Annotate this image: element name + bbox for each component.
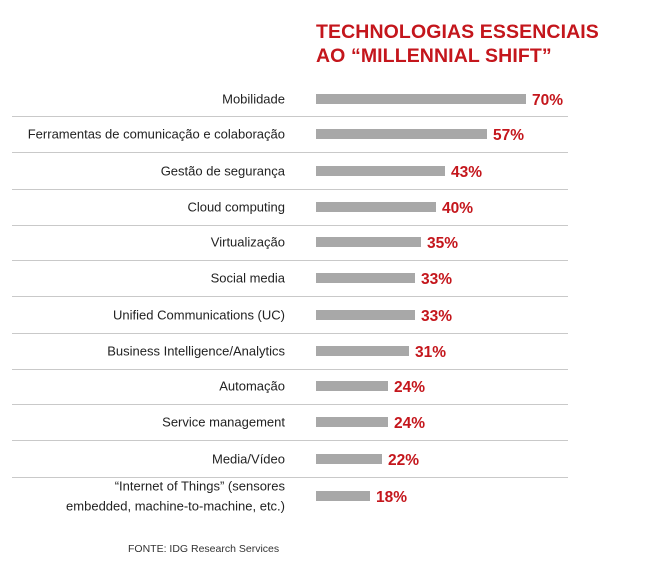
category-label: Virtualização [211,235,285,250]
category-label-line: embedded, machine-to-machine, etc.) [66,499,285,514]
value-label: 33% [421,308,452,325]
bar [316,94,526,104]
category-label-line: Unified Communications (UC) [113,308,285,323]
value-label: 70% [532,92,563,109]
chart-title-line-2: AO “MILLENNIAL SHIFT” [316,45,552,67]
value-label: 40% [442,200,473,217]
chart-title-line-1: TECHNOLOGIAS ESSENCIAIS [316,21,599,43]
bar [316,454,382,464]
category-label: Social media [211,271,286,286]
category-label: Ferramentas de comunicação e colaboração [28,127,285,142]
value-label: 35% [427,235,458,252]
chart-title: TECHNOLOGIAS ESSENCIAIS AO “MILLENNIAL S… [316,20,646,68]
value-label: 22% [388,452,419,469]
bar [316,381,388,391]
bar [316,202,436,212]
source-note: FONTE: IDG Research Services [128,543,280,555]
category-label-line: Social media [211,271,286,286]
category-label-line: Media/Vídeo [212,452,285,467]
value-label: 31% [415,344,446,361]
category-label: Automação [219,379,285,394]
bar [316,310,415,320]
bar [316,491,370,501]
value-label: 24% [394,379,425,396]
category-label-line: Ferramentas de comunicação e colaboração [28,127,285,142]
value-label: 18% [376,489,407,506]
category-label: “Internet of Things” (sensores embedded, … [66,479,285,514]
bar [316,273,415,283]
value-label: 43% [451,164,482,181]
value-label: 33% [421,271,452,288]
category-label: Service management [162,415,285,430]
bar [316,417,388,427]
category-label: Unified Communications (UC) [113,308,285,323]
category-label-line: Automação [219,379,285,394]
category-label: Gestão de segurança [161,164,286,179]
category-label-line: Mobilidade [222,92,285,107]
bar [316,237,421,247]
bar [316,166,445,176]
category-label: Media/Vídeo [212,452,285,467]
bar [316,129,487,139]
category-label-line: Gestão de segurança [161,164,286,179]
value-label: 24% [394,415,425,432]
category-label: Cloud computing [187,200,285,215]
value-label: 57% [493,127,524,144]
category-label: Mobilidade [222,92,285,107]
category-label-line: Business Intelligence/Analytics [107,344,285,359]
category-label: Business Intelligence/Analytics [107,344,285,359]
bar [316,346,409,356]
category-label-line: Virtualização [211,235,285,250]
category-label-line: “Internet of Things” (sensores [115,479,286,494]
category-label-line: Cloud computing [187,200,285,215]
category-label-line: Service management [162,415,285,430]
